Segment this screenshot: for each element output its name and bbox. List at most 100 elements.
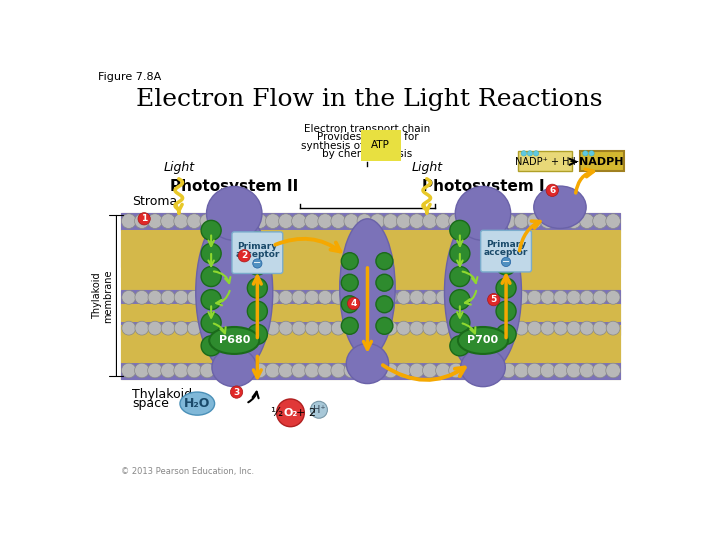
Circle shape [135, 321, 149, 335]
Circle shape [227, 321, 240, 335]
Circle shape [138, 213, 150, 225]
Circle shape [528, 321, 541, 335]
Text: NADP⁺ + H⁺: NADP⁺ + H⁺ [516, 157, 575, 167]
Circle shape [161, 291, 175, 304]
Circle shape [148, 214, 162, 228]
Text: −: − [253, 259, 261, 268]
FancyBboxPatch shape [232, 232, 283, 273]
Circle shape [554, 214, 568, 228]
Text: 2: 2 [241, 251, 248, 260]
Circle shape [396, 214, 411, 228]
Bar [121, 304, 620, 321]
Ellipse shape [461, 348, 505, 387]
Circle shape [357, 291, 372, 304]
Text: Electron transport chain: Electron transport chain [305, 124, 431, 134]
Text: Photosystem I: Photosystem I [422, 179, 544, 194]
Circle shape [487, 294, 500, 306]
Circle shape [528, 291, 541, 304]
Ellipse shape [534, 186, 586, 228]
Circle shape [230, 386, 243, 398]
Circle shape [376, 274, 393, 291]
Bar [121, 213, 620, 379]
Circle shape [266, 214, 280, 228]
Circle shape [496, 255, 516, 275]
Circle shape [501, 291, 516, 304]
Circle shape [248, 255, 267, 275]
Circle shape [331, 214, 346, 228]
Circle shape [239, 363, 254, 378]
Circle shape [383, 363, 398, 378]
Circle shape [305, 214, 320, 228]
Circle shape [344, 363, 359, 378]
Circle shape [266, 363, 280, 378]
Circle shape [318, 363, 333, 378]
Circle shape [357, 214, 372, 228]
Circle shape [496, 278, 516, 298]
Circle shape [200, 291, 215, 304]
Circle shape [450, 220, 470, 240]
Circle shape [515, 321, 528, 335]
Text: 4: 4 [351, 299, 357, 308]
Circle shape [462, 291, 476, 304]
Text: Thylakoid: Thylakoid [132, 388, 192, 401]
Circle shape [450, 336, 470, 356]
Text: ATP: ATP [372, 140, 390, 150]
Circle shape [540, 363, 555, 378]
Text: 3: 3 [233, 388, 240, 396]
Circle shape [423, 363, 437, 378]
Circle shape [344, 291, 359, 304]
Circle shape [305, 321, 319, 335]
Circle shape [567, 321, 581, 335]
Circle shape [174, 291, 188, 304]
Circle shape [554, 291, 567, 304]
Circle shape [253, 259, 262, 268]
Circle shape [201, 313, 221, 333]
Circle shape [161, 321, 175, 335]
Text: Light: Light [411, 161, 442, 174]
Circle shape [462, 321, 476, 335]
Circle shape [488, 321, 503, 335]
Circle shape [450, 289, 470, 309]
Circle shape [450, 267, 470, 287]
Circle shape [200, 363, 215, 378]
Ellipse shape [212, 348, 256, 387]
Circle shape [148, 291, 162, 304]
Circle shape [436, 363, 450, 378]
Circle shape [240, 321, 253, 335]
Circle shape [201, 267, 221, 287]
Circle shape [248, 232, 267, 252]
Circle shape [580, 214, 594, 228]
Circle shape [436, 321, 450, 335]
Circle shape [148, 363, 162, 378]
Circle shape [213, 363, 228, 378]
Circle shape [397, 291, 410, 304]
Ellipse shape [455, 186, 510, 240]
Circle shape [606, 291, 620, 304]
Circle shape [527, 214, 542, 228]
Bar [121, 321, 620, 335]
Ellipse shape [444, 209, 521, 375]
Circle shape [357, 321, 372, 335]
Circle shape [593, 363, 607, 378]
Circle shape [554, 321, 567, 335]
Circle shape [226, 363, 240, 378]
Circle shape [462, 363, 477, 378]
Text: −: − [502, 257, 510, 267]
Circle shape [341, 296, 359, 313]
Circle shape [423, 321, 437, 335]
Circle shape [238, 249, 251, 262]
Text: Figure 7.8A: Figure 7.8A [98, 72, 161, 83]
Circle shape [310, 401, 328, 418]
Circle shape [410, 321, 423, 335]
Circle shape [213, 214, 228, 228]
Text: 1: 1 [141, 214, 148, 224]
Bar [121, 362, 620, 379]
Circle shape [252, 214, 267, 228]
Circle shape [475, 363, 490, 378]
Circle shape [449, 214, 464, 228]
Circle shape [580, 321, 594, 335]
Ellipse shape [458, 327, 508, 354]
Circle shape [450, 244, 470, 264]
Circle shape [462, 214, 477, 228]
Text: acceptor: acceptor [484, 248, 528, 257]
